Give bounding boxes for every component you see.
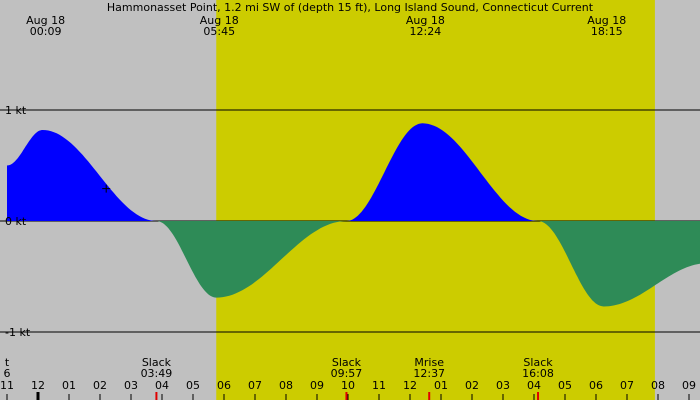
current-areas bbox=[7, 123, 700, 307]
x-tick-label: 12 bbox=[31, 379, 45, 392]
x-tick-label: 08 bbox=[651, 379, 665, 392]
x-axis-ticks: 11 12 01 02 03 04 05 06 07 08 09 10 11 12 01 02 03 04 05 06… bbox=[0, 379, 696, 400]
event-time: 03:49 bbox=[141, 367, 173, 380]
event-time: 6 bbox=[4, 367, 11, 380]
top-label-date: Aug 18 bbox=[406, 14, 445, 27]
y-label: -1 kt bbox=[5, 326, 31, 339]
top-label-date: Aug 18 bbox=[200, 14, 239, 27]
x-tick-label: 08 bbox=[279, 379, 293, 392]
ebb-area-3 bbox=[539, 221, 700, 307]
x-tick-label: 02 bbox=[93, 379, 107, 392]
x-tick-label: 02 bbox=[465, 379, 479, 392]
x-tick-label: 05 bbox=[186, 379, 200, 392]
top-label-time: 12:24 bbox=[410, 25, 442, 38]
x-tick-label: 01 bbox=[62, 379, 76, 392]
x-tick-label: 09 bbox=[310, 379, 324, 392]
x-tick-label: 10 bbox=[341, 379, 355, 392]
event-label: Slack bbox=[332, 356, 362, 369]
x-tick-label: 07 bbox=[620, 379, 634, 392]
x-tick-label: 03 bbox=[124, 379, 138, 392]
x-tick-label: 06 bbox=[217, 379, 231, 392]
y-label: 1 kt bbox=[5, 104, 27, 117]
bottom-event-labels: t6Slack03:49Slack09:57Mrise12:37Slack16:… bbox=[4, 356, 554, 400]
top-label-date: Aug 18 bbox=[26, 14, 65, 27]
chart-title: Hammonasset Point, 1.2 mi SW of (depth 1… bbox=[107, 1, 594, 14]
y-label: 0 kt bbox=[5, 215, 27, 228]
event-time: 12:37 bbox=[413, 367, 445, 380]
x-tick-label: 01 bbox=[434, 379, 448, 392]
x-tick-label: 04 bbox=[527, 379, 541, 392]
flood-area-0 bbox=[7, 130, 158, 221]
top-label-time: 05:45 bbox=[203, 25, 235, 38]
flood-area-2 bbox=[346, 123, 540, 221]
current-time-marker bbox=[102, 184, 111, 193]
x-tick-label: 05 bbox=[558, 379, 572, 392]
event-label: Slack bbox=[142, 356, 172, 369]
x-tick-label: 11 bbox=[372, 379, 386, 392]
x-tick-label: 04 bbox=[155, 379, 169, 392]
y-axis-labels: 1 kt 0 kt -1 kt bbox=[5, 104, 31, 339]
x-tick-label: 07 bbox=[248, 379, 262, 392]
top-label-time: 00:09 bbox=[30, 25, 62, 38]
x-tick-label: 09 bbox=[682, 379, 696, 392]
top-label-time: 18:15 bbox=[591, 25, 623, 38]
x-tick-label: 11 bbox=[0, 379, 14, 392]
event-label: t bbox=[5, 356, 10, 369]
top-label-date: Aug 18 bbox=[587, 14, 626, 27]
event-time: 09:57 bbox=[331, 367, 363, 380]
event-label: Mrise bbox=[414, 356, 444, 369]
event-time: 16:08 bbox=[522, 367, 554, 380]
event-label: Slack bbox=[523, 356, 553, 369]
x-tick-label: 12 bbox=[403, 379, 417, 392]
x-tick-label: 06 bbox=[589, 379, 603, 392]
x-tick-label: 03 bbox=[496, 379, 510, 392]
ebb-area-1 bbox=[157, 221, 347, 298]
